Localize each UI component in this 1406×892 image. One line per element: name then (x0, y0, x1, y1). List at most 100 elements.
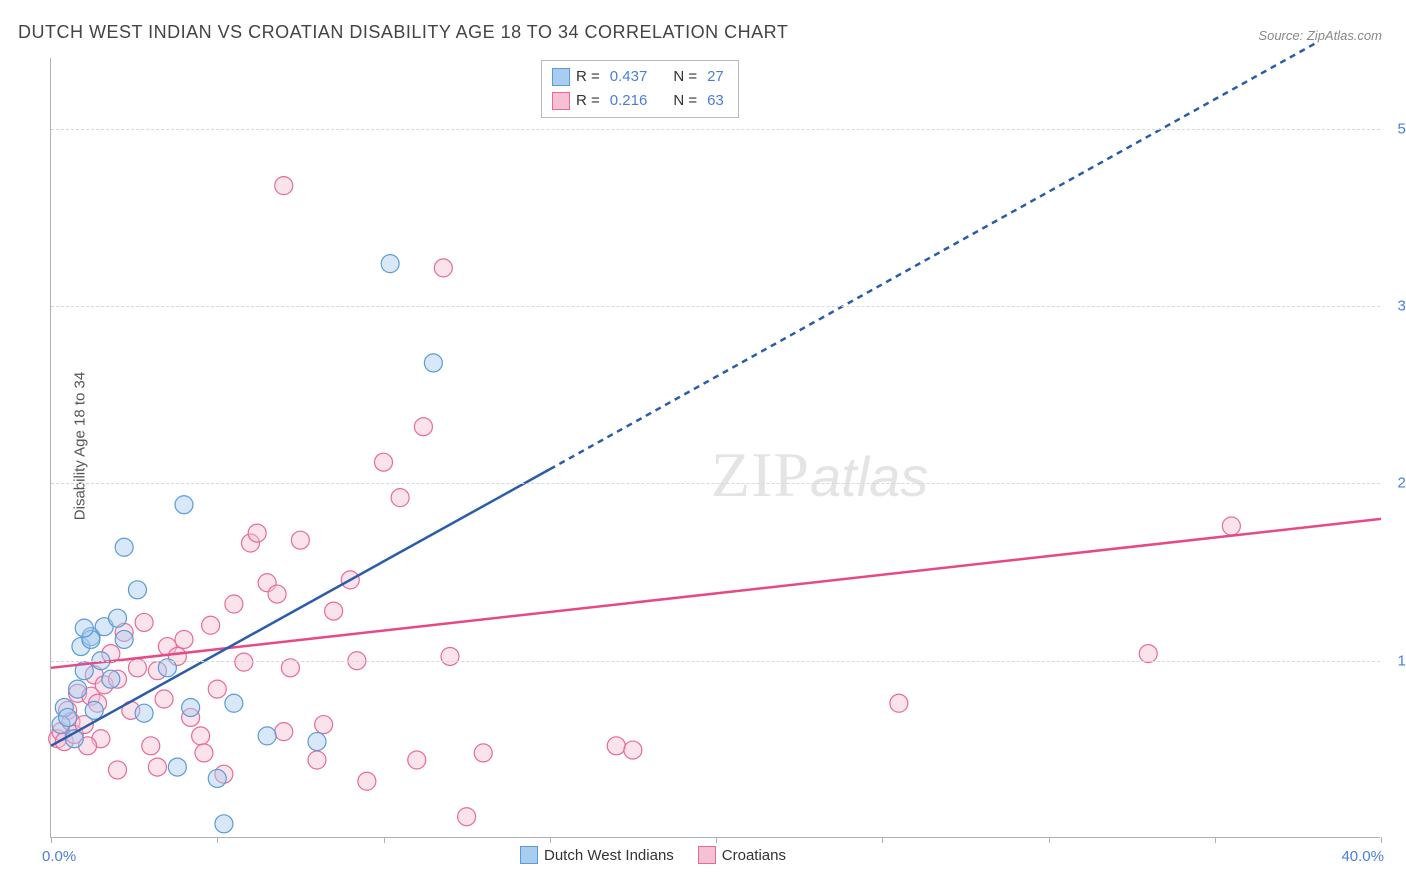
gridline (51, 661, 1380, 662)
scatter-point (102, 670, 120, 688)
scatter-point (208, 769, 226, 787)
scatter-point (624, 741, 642, 759)
r-value-1: 0.437 (610, 65, 648, 89)
scatter-point (268, 585, 286, 603)
x-tick-mark (1049, 837, 1050, 843)
scatter-point (69, 680, 87, 698)
scatter-point (275, 177, 293, 195)
x-tick-mark (384, 837, 385, 843)
regression-line (51, 469, 550, 746)
scatter-point (291, 531, 309, 549)
scatter-point (59, 708, 77, 726)
scatter-point (168, 758, 186, 776)
scatter-point (75, 619, 93, 637)
gridline (51, 129, 1380, 130)
x-tick-mark (1381, 837, 1382, 843)
x-tick-mark (716, 837, 717, 843)
stats-legend-row-2: R = 0.216 N = 63 (552, 89, 728, 113)
scatter-point (85, 701, 103, 719)
scatter-point (248, 524, 266, 542)
n-value-2: 63 (707, 89, 724, 113)
scatter-point (434, 259, 452, 277)
r-value-2: 0.216 (610, 89, 648, 113)
x-tick-mark (1215, 837, 1216, 843)
scatter-point (474, 744, 492, 762)
gridline (51, 483, 1380, 484)
scatter-point (215, 815, 233, 833)
scatter-point (890, 694, 908, 712)
x-axis-max-label: 40.0% (1341, 848, 1384, 865)
chart-title: DUTCH WEST INDIAN VS CROATIAN DISABILITY… (18, 22, 788, 43)
scatter-point (441, 647, 459, 665)
scatter-point (325, 602, 343, 620)
n-value-1: 27 (707, 65, 724, 89)
scatter-plot-svg (51, 58, 1380, 837)
x-tick-mark (882, 837, 883, 843)
legend-label-2: Croatians (722, 847, 786, 864)
scatter-point (391, 489, 409, 507)
source-attribution: Source: ZipAtlas.com (1258, 28, 1382, 43)
scatter-point (424, 354, 442, 372)
legend-item-2: Croatians (698, 846, 786, 864)
chart-container: DUTCH WEST INDIAN VS CROATIAN DISABILITY… (0, 0, 1406, 892)
scatter-point (1222, 517, 1240, 535)
scatter-point (235, 653, 253, 671)
plot-area: ZIPatlas R = 0.437 N = 27 R = 0.216 N = … (50, 58, 1380, 838)
scatter-point (155, 690, 173, 708)
source-name: ZipAtlas.com (1307, 28, 1382, 43)
scatter-point (202, 616, 220, 634)
scatter-point (175, 496, 193, 514)
series-legend: Dutch West Indians Croatians (520, 846, 786, 864)
x-tick-mark (51, 837, 52, 843)
legend-swatch-2 (698, 846, 716, 864)
scatter-point (175, 630, 193, 648)
scatter-point (414, 418, 432, 436)
y-tick-label: 50.0% (1385, 120, 1406, 137)
legend-item-1: Dutch West Indians (520, 846, 674, 864)
scatter-point (258, 727, 276, 745)
scatter-point (142, 737, 160, 755)
scatter-point (109, 609, 127, 627)
x-axis-min-label: 0.0% (42, 848, 76, 865)
r-label-2: R = (576, 89, 600, 113)
scatter-point (458, 808, 476, 826)
gridline (51, 306, 1380, 307)
scatter-point (182, 699, 200, 717)
swatch-series-2 (552, 92, 570, 110)
n-label-1: N = (673, 65, 697, 89)
scatter-point (115, 630, 133, 648)
scatter-point (358, 772, 376, 790)
scatter-point (381, 255, 399, 273)
legend-label-1: Dutch West Indians (544, 847, 674, 864)
scatter-point (308, 751, 326, 769)
scatter-point (315, 716, 333, 734)
stats-legend: R = 0.437 N = 27 R = 0.216 N = 63 (541, 60, 739, 118)
n-label-2: N = (673, 89, 697, 113)
scatter-point (195, 744, 213, 762)
scatter-point (135, 704, 153, 722)
source-label: Source: (1258, 28, 1303, 43)
r-label-1: R = (576, 65, 600, 89)
stats-legend-row-1: R = 0.437 N = 27 (552, 65, 728, 89)
scatter-point (275, 723, 293, 741)
y-tick-label: 25.0% (1385, 475, 1406, 492)
scatter-point (115, 538, 133, 556)
y-tick-label: 37.5% (1385, 298, 1406, 315)
x-tick-mark (217, 837, 218, 843)
scatter-point (109, 761, 127, 779)
scatter-point (192, 727, 210, 745)
x-tick-mark (550, 837, 551, 843)
scatter-point (375, 453, 393, 471)
scatter-point (607, 737, 625, 755)
swatch-series-1 (552, 68, 570, 86)
scatter-point (208, 680, 226, 698)
scatter-point (135, 613, 153, 631)
legend-swatch-1 (520, 846, 538, 864)
y-tick-label: 12.5% (1385, 652, 1406, 669)
scatter-point (225, 694, 243, 712)
scatter-point (408, 751, 426, 769)
scatter-point (128, 581, 146, 599)
scatter-point (148, 758, 166, 776)
scatter-point (225, 595, 243, 613)
scatter-point (308, 733, 326, 751)
